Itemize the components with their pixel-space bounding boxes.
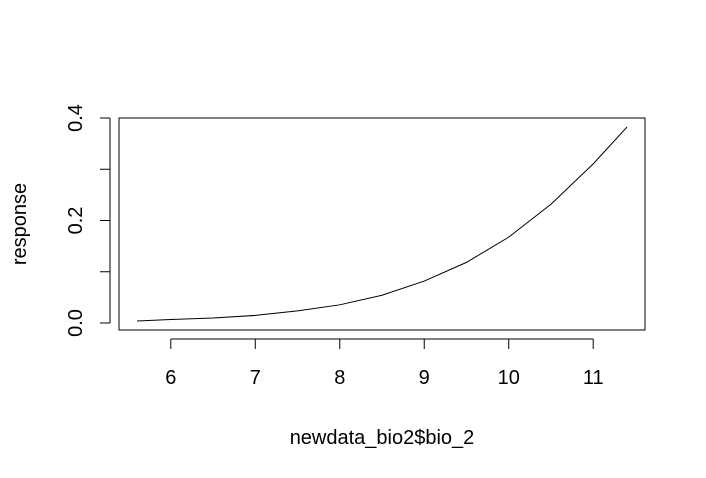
x-tick-label: 6	[165, 367, 176, 389]
x-tick-label: 8	[334, 367, 345, 389]
y-axis: 0.0 0.2 0.4	[65, 104, 111, 337]
series-line	[136, 126, 628, 322]
x-tick-label: 10	[498, 367, 520, 389]
x-tick-label: 7	[250, 367, 261, 389]
x-tick-label: 9	[419, 367, 430, 389]
x-axis: 6 7 8 9 10 11	[165, 338, 604, 389]
y-tick-label: 0.0	[65, 309, 87, 337]
x-tick-label: 11	[583, 367, 604, 389]
x-axis-title: newdata_bio2$bio_2	[290, 427, 475, 449]
y-axis-title: response	[9, 183, 31, 265]
y-tick-label: 0.4	[65, 104, 87, 132]
y-tick-label: 0.2	[65, 207, 87, 235]
plot-frame	[118, 117, 646, 331]
